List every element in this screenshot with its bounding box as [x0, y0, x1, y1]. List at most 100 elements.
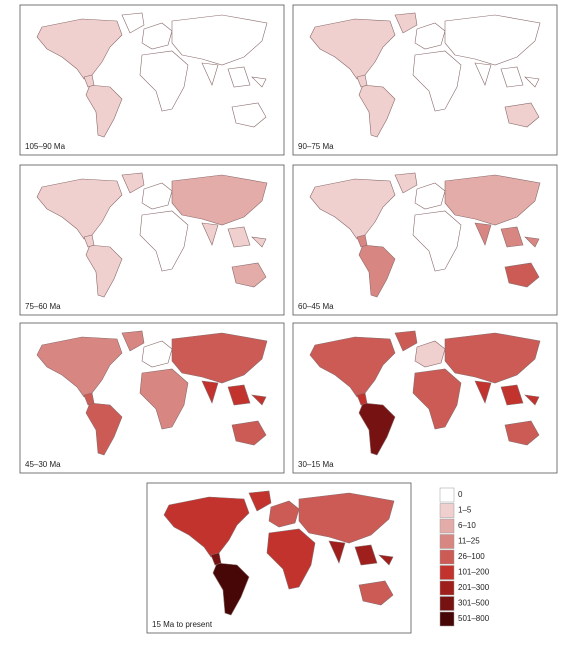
legend-label: 101–200: [458, 568, 490, 577]
landmass: [139, 50, 189, 112]
landmass: [298, 492, 395, 544]
landmass: [83, 234, 95, 248]
panel-label: 90–75 Ma: [298, 142, 334, 151]
landmass: [474, 380, 492, 404]
panel-label: 15 Ma to present: [152, 620, 213, 629]
landmass: [227, 226, 267, 248]
landmass: [85, 402, 123, 456]
landmass: [504, 262, 540, 288]
map: [309, 12, 541, 138]
landmass: [444, 174, 541, 226]
landmass: [500, 226, 540, 248]
panel-label: 75–60 Ma: [25, 302, 61, 311]
landmass: [356, 74, 368, 88]
landmass: [474, 62, 492, 86]
map: [309, 330, 541, 456]
map: [36, 172, 268, 298]
landmass: [268, 500, 300, 528]
landmass: [139, 210, 189, 272]
landmass: [356, 234, 368, 248]
legend-swatch: [439, 580, 455, 596]
legend-swatch: [439, 487, 455, 503]
landmass: [354, 544, 394, 566]
landmass: [210, 552, 222, 566]
landmass: [358, 402, 396, 456]
legend-label: 6–10: [458, 521, 476, 530]
landmass: [201, 222, 219, 246]
landmass: [227, 384, 267, 406]
landmass: [356, 392, 368, 406]
landmass: [444, 14, 541, 66]
landmass: [83, 74, 95, 88]
legend-label: 301–500: [458, 599, 490, 608]
landmass: [231, 262, 267, 288]
map: [36, 330, 268, 456]
landmass: [171, 332, 268, 384]
landmass: [358, 244, 396, 298]
landmass: [504, 102, 540, 128]
map-panel: 90–75 Ma: [292, 4, 558, 156]
map: [36, 12, 268, 138]
landmass: [412, 368, 462, 430]
map-panel: 15 Ma to present: [146, 482, 412, 634]
landmass: [141, 22, 173, 50]
landmass: [474, 222, 492, 246]
landmass: [412, 50, 462, 112]
landmass: [212, 562, 250, 616]
legend-swatch: [439, 549, 455, 565]
landmass: [227, 66, 267, 88]
legend-label: 11–25: [458, 537, 480, 546]
landmass: [414, 22, 446, 50]
landmass: [504, 420, 540, 446]
landmass: [414, 340, 446, 368]
landmass: [412, 210, 462, 272]
landmass: [444, 332, 541, 384]
panel-label: 45–30 Ma: [25, 460, 61, 469]
legend-swatch: [439, 518, 455, 534]
legend-swatch: [439, 596, 455, 611]
legend-label: 0: [458, 490, 463, 499]
landmass: [358, 84, 396, 138]
panel-label: 60–45 Ma: [298, 302, 334, 311]
landmass: [414, 182, 446, 210]
landmass: [141, 182, 173, 210]
landmass: [121, 172, 145, 194]
legend-swatch: [439, 503, 455, 518]
landmass: [83, 392, 95, 406]
landmass: [231, 102, 267, 128]
legend-label: 201–300: [458, 583, 490, 592]
legend: 0 1–5 6–10 11–25 26–100 101–200 201–300 301–500…: [439, 487, 490, 627]
legend-label: 1–5: [458, 506, 472, 515]
landmass: [121, 330, 145, 352]
landmass: [121, 12, 145, 34]
landmass: [201, 380, 219, 404]
landmass: [500, 66, 540, 88]
landmass: [394, 172, 418, 194]
map-panel: 105–90 Ma: [19, 4, 285, 156]
landmass: [85, 244, 123, 298]
landmass: [328, 540, 346, 564]
landmass: [171, 174, 268, 226]
landmass: [394, 330, 418, 352]
landmass: [141, 340, 173, 368]
legend-swatch: [439, 611, 455, 627]
landmass: [500, 384, 540, 406]
map: [163, 490, 395, 616]
landmass: [85, 84, 123, 138]
panel-label: 105–90 Ma: [25, 142, 66, 151]
landmass: [248, 490, 272, 512]
landmass: [139, 368, 189, 430]
map-panel: 45–30 Ma: [19, 322, 285, 474]
landmass: [171, 14, 268, 66]
landmass: [358, 580, 394, 606]
panel-label: 30–15 Ma: [298, 460, 334, 469]
legend-swatch: [439, 534, 455, 549]
legend-label: 26–100: [458, 552, 485, 561]
map-panel: 60–45 Ma: [292, 164, 558, 316]
map-panel: 30–15 Ma: [292, 322, 558, 474]
landmass: [231, 420, 267, 446]
legend-label: 501–800: [458, 614, 490, 623]
landmass: [394, 12, 418, 34]
map-panel: 75–60 Ma: [19, 164, 285, 316]
